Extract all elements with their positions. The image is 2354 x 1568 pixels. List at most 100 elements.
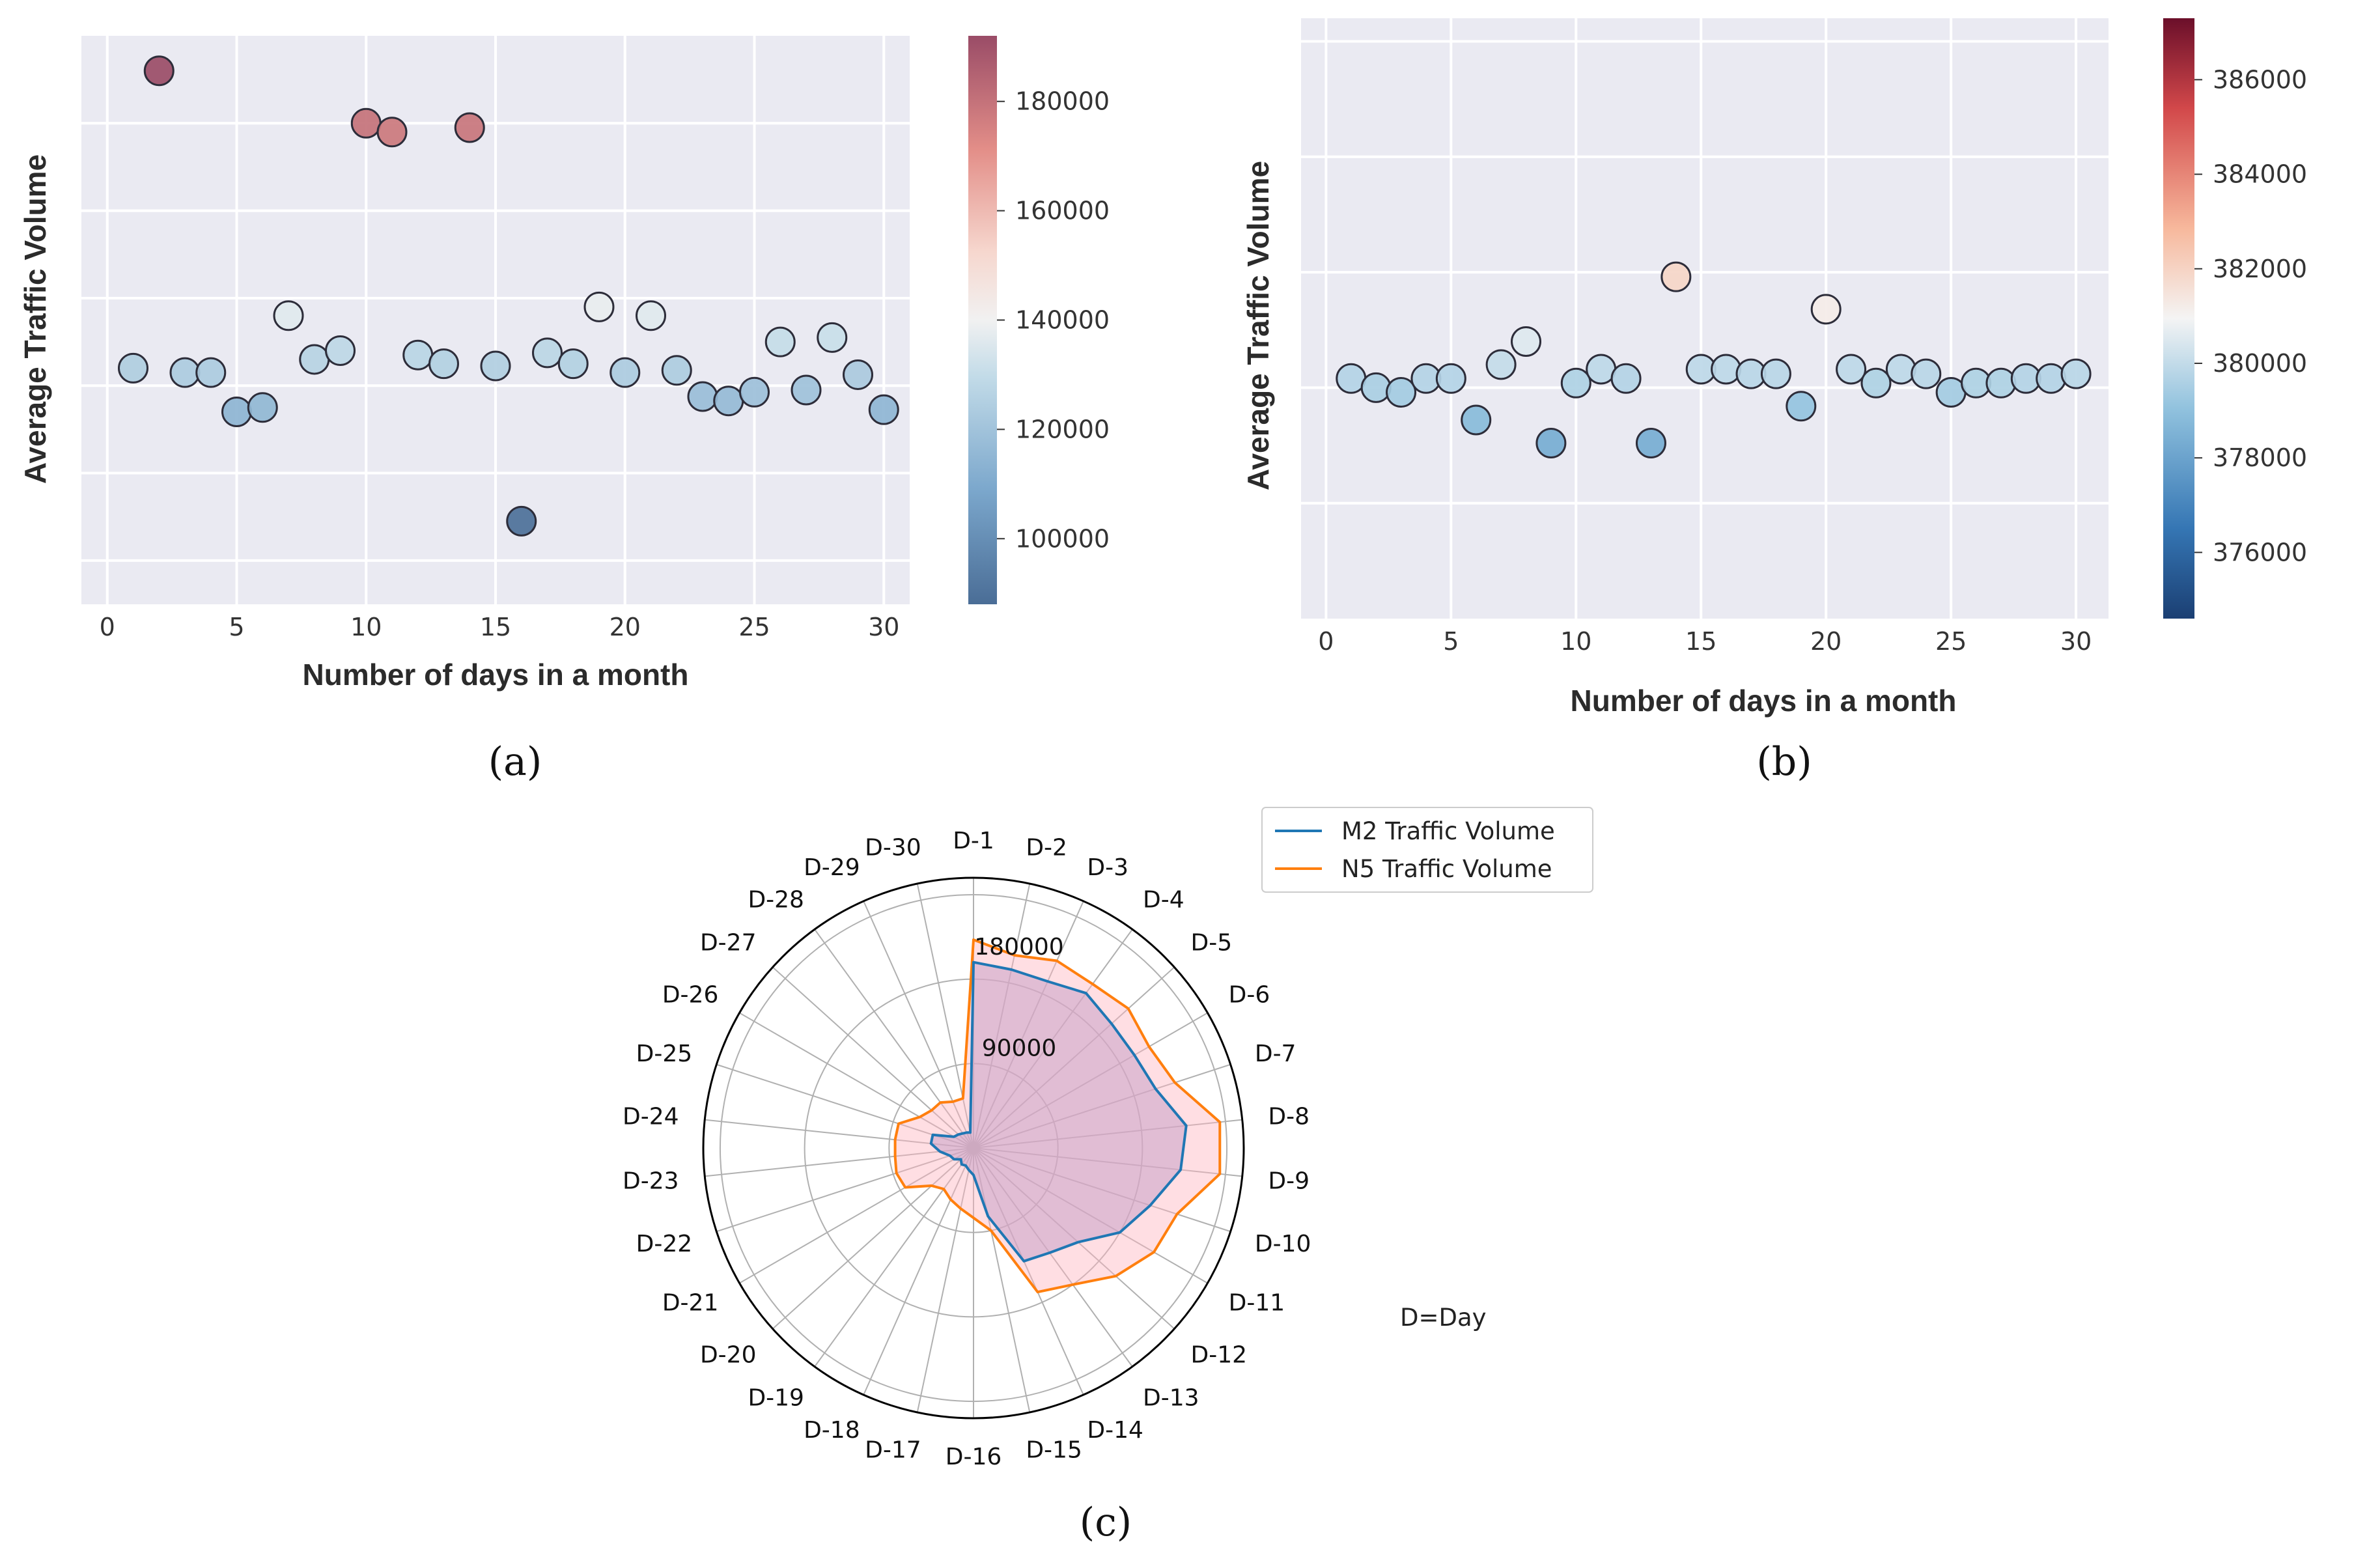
data-point	[713, 385, 744, 417]
category-label: D-22	[636, 1231, 693, 1257]
category-labels-c: D-1 D-2 D-3 D-4 D-5 D-6 D-7 D-8 D-9 D-10 D-11 D-12 D…	[623, 828, 1311, 1470]
category-label: D-13	[1143, 1385, 1199, 1412]
spoke-line	[739, 1012, 974, 1149]
data-point	[1635, 427, 1666, 458]
category-label: D-11	[1229, 1290, 1285, 1317]
legend-label-m2: M2 Traffic Volume	[1341, 817, 1555, 845]
spoke-line	[772, 966, 974, 1149]
x-tick-label: 15	[480, 613, 511, 641]
category-label: D-26	[662, 982, 719, 1009]
spoke-line	[772, 1147, 974, 1330]
y-axis-label-a: Average Traffic Volume	[18, 154, 52, 484]
spoke-line	[705, 1147, 974, 1177]
data-point	[791, 374, 822, 406]
data-point	[1836, 354, 1867, 385]
data-point	[1435, 363, 1466, 394]
colorbar-tick-label: 380000	[2213, 349, 2307, 378]
data-point	[1985, 367, 2017, 399]
colorbar-tick-label: 180000	[1015, 87, 1110, 116]
panel-label-c: (c)	[1080, 1500, 1132, 1545]
data-point	[557, 348, 589, 380]
category-label: D-10	[1255, 1231, 1311, 1257]
category-label: D-16	[946, 1444, 1002, 1470]
data-point	[299, 344, 330, 375]
panel-label-a: (a)	[488, 739, 542, 785]
x-axis-label-b: Number of days in a month	[1571, 684, 1957, 718]
spoke-line	[716, 1063, 974, 1149]
data-point	[610, 357, 641, 388]
x-tick-label: 25	[1935, 627, 1967, 656]
spoke-line	[716, 1147, 974, 1233]
radial-tick-labels-c: 90000 180000	[974, 934, 1063, 1062]
colorbar-tick-label: 120000	[1015, 415, 1110, 443]
category-label: D-25	[636, 1041, 693, 1067]
data-point	[764, 326, 796, 357]
x-tick-label: 15	[1685, 627, 1716, 656]
data-point	[428, 348, 459, 380]
spoke-line	[863, 1147, 974, 1395]
category-label: D-14	[1087, 1417, 1143, 1444]
category-label: D-20	[700, 1341, 757, 1368]
category-label: D-2	[1026, 834, 1067, 861]
data-point	[1860, 367, 1892, 399]
x-tick-labels-a: 0 5 10 15 20 25 30	[100, 613, 900, 641]
radial-tick-label: 180000	[974, 934, 1063, 960]
spoke-line	[863, 901, 974, 1149]
category-label: D-8	[1268, 1104, 1310, 1130]
category-label: D-4	[1143, 886, 1184, 913]
data-point	[195, 357, 227, 388]
colorbar-tick-label: 378000	[2213, 443, 2307, 472]
data-point	[2060, 358, 2092, 389]
data-point	[1660, 261, 1692, 292]
data-point	[143, 55, 175, 87]
x-axis-label-a: Number of days in a month	[303, 658, 689, 692]
polar-frame	[702, 876, 1245, 1420]
data-point	[868, 394, 899, 425]
series-fill-m2	[931, 962, 1186, 1261]
category-label: D-19	[748, 1385, 804, 1412]
data-point	[1560, 367, 1591, 399]
data-point	[1485, 349, 1517, 380]
data-point	[350, 107, 382, 139]
category-label: D-28	[748, 886, 804, 913]
x-tick-label: 0	[100, 613, 115, 641]
data-point	[480, 350, 511, 382]
x-tick-label: 30	[868, 613, 899, 641]
spoke-line	[705, 1119, 974, 1149]
category-label: D-15	[1026, 1437, 1082, 1464]
data-point	[636, 300, 666, 331]
spoke-line	[916, 1147, 974, 1413]
colorbar-ticks-a: 100000 120000 140000 160000 180000	[997, 87, 1110, 553]
category-label: D-7	[1255, 1041, 1296, 1067]
x-tick-label: 10	[1560, 627, 1591, 656]
scatter-chart-a: 0 5 10 15 20 25 30 Number of days in a month A…	[18, 36, 1110, 785]
data-point	[843, 359, 873, 390]
data-point	[1760, 358, 1791, 389]
spoke-line	[916, 883, 974, 1149]
data-point	[169, 357, 201, 388]
data-point	[687, 381, 718, 412]
data-point	[1360, 372, 1392, 403]
category-label: D-30	[865, 834, 921, 861]
data-point	[273, 300, 304, 331]
data-point	[2036, 363, 2067, 394]
colorbar-b	[2163, 18, 2194, 619]
data-point	[221, 397, 252, 428]
plot-area-b	[1301, 18, 2109, 619]
data-point	[325, 335, 356, 367]
data-point	[506, 505, 537, 537]
category-label: D-9	[1268, 1168, 1310, 1194]
data-points-a	[118, 55, 899, 537]
colorbar-tick-label: 160000	[1015, 197, 1110, 225]
data-point	[1786, 391, 1817, 422]
data-points-b	[1336, 261, 2092, 458]
spoke-line	[814, 929, 974, 1149]
colorbar-tick-label: 384000	[2213, 160, 2307, 189]
data-point	[454, 112, 485, 143]
spoke-line	[814, 1147, 974, 1367]
y-axis-label-b: Average Traffic Volume	[1241, 161, 1275, 490]
colorbar-ticks-b: 376000 378000 380000 382000 384000 386000	[2194, 65, 2307, 567]
category-label: D-29	[804, 854, 860, 881]
